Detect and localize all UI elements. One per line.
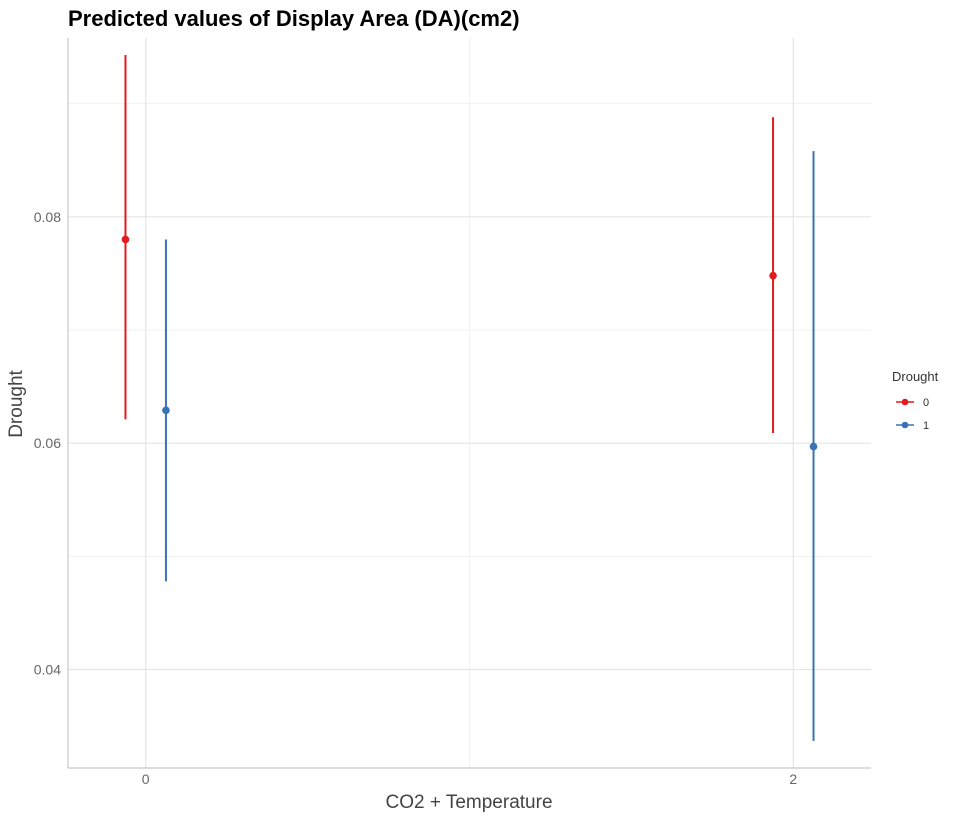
chart-title: Predicted values of Display Area (DA)(cm… [68,6,520,31]
x-axis-title: CO2 + Temperature [385,792,552,813]
grid [68,38,871,768]
x-tick-label: 0 [142,771,150,787]
x-tick-label: 2 [789,771,797,787]
legend: Drought 01 [892,369,939,432]
point-0-1 [769,271,777,280]
y-axis-title: Drought [6,369,27,437]
legend-title: Drought [892,369,939,384]
legend-items: 01 [896,397,929,432]
legend-key-point-0 [901,398,909,406]
y-tick-label: 0.04 [34,662,61,678]
point-1-1 [809,442,818,451]
axes: 0.04 0.06 0.08 0 2 [34,38,871,787]
legend-label: 0 [923,397,929,409]
legend-key-point-1 [901,421,909,429]
y-tick-label: 0.06 [34,435,61,451]
legend-label: 1 [923,420,929,432]
y-tick-label: 0.08 [34,209,61,225]
data-layer [121,54,818,741]
point-0-0 [121,235,130,244]
point-1-0 [162,406,170,415]
